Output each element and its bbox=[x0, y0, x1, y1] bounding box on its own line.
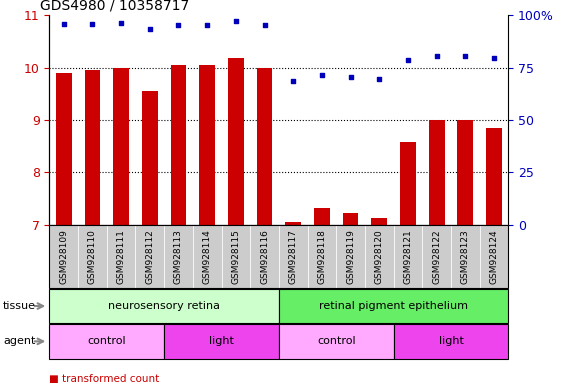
Bar bbox=[171, 65, 187, 225]
Text: control: control bbox=[88, 336, 126, 346]
Bar bbox=[257, 68, 272, 225]
Text: light: light bbox=[209, 336, 234, 346]
Point bbox=[116, 20, 125, 26]
Text: GSM928124: GSM928124 bbox=[490, 229, 498, 284]
Text: GSM928110: GSM928110 bbox=[88, 229, 97, 284]
Text: ■ transformed count: ■ transformed count bbox=[49, 374, 160, 384]
Point bbox=[375, 76, 384, 82]
Point bbox=[461, 53, 470, 59]
Bar bbox=[400, 142, 416, 225]
Text: GSM928117: GSM928117 bbox=[289, 229, 297, 284]
Text: GSM928113: GSM928113 bbox=[174, 229, 183, 284]
Point bbox=[489, 55, 498, 61]
Point bbox=[432, 53, 442, 59]
Point bbox=[231, 18, 241, 24]
Text: GDS4980 / 10358717: GDS4980 / 10358717 bbox=[40, 0, 189, 13]
Text: GSM928109: GSM928109 bbox=[59, 229, 68, 284]
Text: GSM928123: GSM928123 bbox=[461, 229, 470, 284]
Point bbox=[289, 78, 298, 84]
Text: neurosensory retina: neurosensory retina bbox=[108, 301, 220, 311]
Point bbox=[174, 22, 183, 28]
Bar bbox=[142, 91, 157, 225]
Text: GSM928112: GSM928112 bbox=[145, 229, 155, 284]
Bar bbox=[486, 128, 502, 225]
Text: GSM928120: GSM928120 bbox=[375, 229, 384, 284]
Bar bbox=[56, 73, 71, 225]
Text: GSM928122: GSM928122 bbox=[432, 229, 441, 284]
Point bbox=[88, 21, 97, 27]
Point bbox=[346, 74, 355, 80]
Text: control: control bbox=[317, 336, 356, 346]
Point bbox=[403, 57, 413, 63]
Text: agent: agent bbox=[3, 336, 35, 346]
Point bbox=[203, 22, 212, 28]
Point bbox=[317, 72, 327, 78]
Text: GSM928111: GSM928111 bbox=[117, 229, 125, 284]
Bar bbox=[457, 120, 474, 225]
Text: GSM928119: GSM928119 bbox=[346, 229, 355, 284]
Text: GSM928114: GSM928114 bbox=[203, 229, 211, 284]
Bar bbox=[343, 213, 358, 225]
Point bbox=[145, 26, 155, 32]
Bar bbox=[371, 218, 387, 225]
Bar bbox=[84, 70, 101, 225]
Bar bbox=[228, 58, 244, 225]
Text: GSM928121: GSM928121 bbox=[403, 229, 413, 284]
Text: GSM928115: GSM928115 bbox=[231, 229, 241, 284]
Text: GSM928118: GSM928118 bbox=[317, 229, 327, 284]
Point bbox=[260, 22, 269, 28]
Text: light: light bbox=[439, 336, 464, 346]
Text: retinal pigment epithelium: retinal pigment epithelium bbox=[319, 301, 468, 311]
Text: tissue: tissue bbox=[3, 301, 36, 311]
Text: GSM928116: GSM928116 bbox=[260, 229, 269, 284]
Bar bbox=[429, 120, 444, 225]
Bar bbox=[314, 208, 330, 225]
Bar bbox=[285, 222, 301, 225]
Bar bbox=[199, 65, 215, 225]
Point bbox=[59, 21, 69, 27]
Bar bbox=[113, 68, 129, 225]
